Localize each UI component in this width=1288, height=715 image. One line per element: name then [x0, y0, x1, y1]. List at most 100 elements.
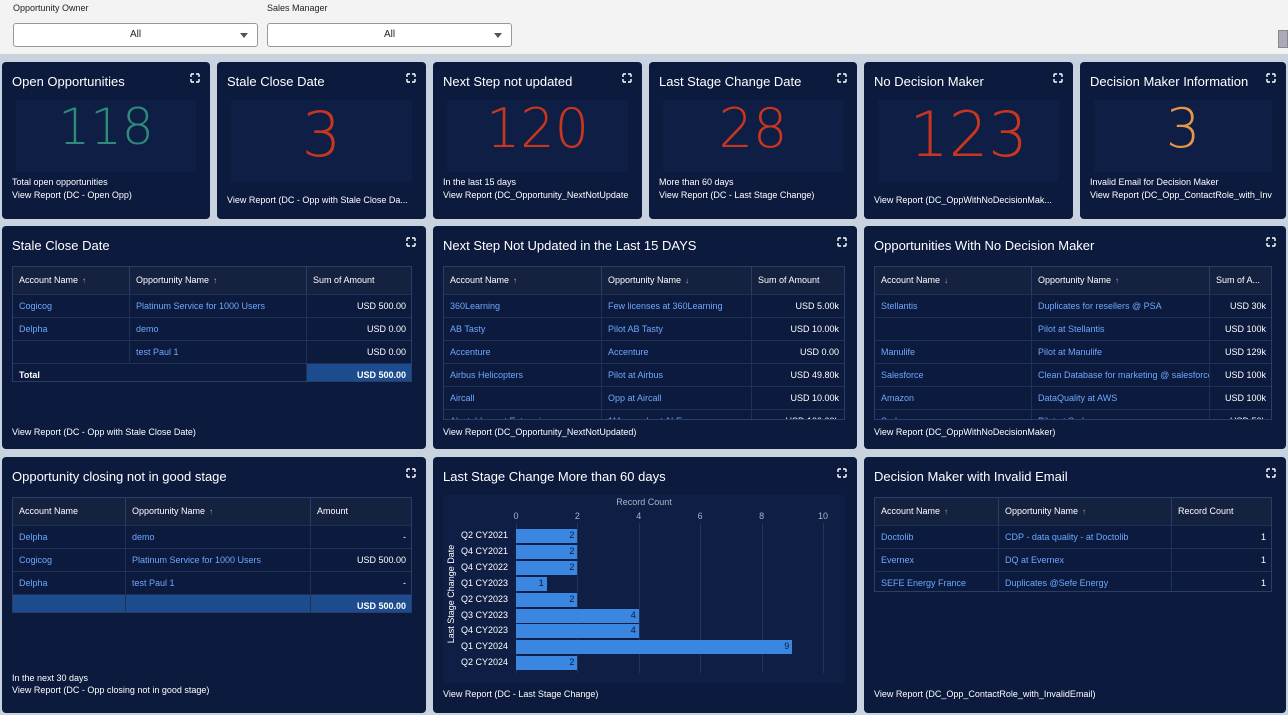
opportunity-owner-select[interactable]: All	[13, 23, 258, 47]
table-cell[interactable]: Duplicates for resellers @ PSA	[1032, 295, 1210, 317]
col-sum-amount[interactable]: Sum of Amount	[307, 267, 411, 294]
table-cell[interactable]: Pilot at Manulife	[1032, 341, 1210, 363]
kpi-subtitle: Invalid Email for Decision Maker	[1090, 177, 1219, 187]
expand-icon[interactable]	[1266, 468, 1276, 478]
stale-close-date-card: Stale Close Date Account Name ↑ Opportuni…	[2, 226, 426, 449]
bar-value-label: 9	[784, 641, 790, 652]
view-report-link[interactable]: View Report (DC - Opp closing not in goo…	[12, 685, 210, 695]
col-account-name[interactable]: Account Name	[13, 498, 126, 525]
table-cell[interactable]: Evernex	[875, 549, 999, 571]
col-account-name[interactable]: Account Name ↑	[875, 498, 999, 525]
col-account-name[interactable]: Account Name ↑	[13, 267, 130, 294]
expand-icon[interactable]	[1266, 73, 1276, 83]
sales-manager-select[interactable]: All	[267, 23, 512, 47]
view-report-link[interactable]: View Report (DC_OppWithNoDecisionMaker)	[874, 427, 1056, 437]
col-opportunity-name[interactable]: Opportunity Name ↑	[126, 498, 311, 525]
view-report-link[interactable]: View Report (DC - Last Stage Change)	[659, 190, 815, 200]
table-cell[interactable]: test Paul 1	[130, 341, 307, 363]
view-report-link[interactable]: View Report (DC - Opp with Stale Close D…	[12, 427, 196, 437]
kpi-title: Next Step not updated	[443, 74, 573, 89]
col-opportunity-name[interactable]: Opportunity Name ↑	[130, 267, 307, 294]
expand-icon[interactable]	[406, 468, 416, 478]
expand-icon[interactable]	[837, 73, 847, 83]
view-report-link[interactable]: View Report (DC_Opportunity_NextNotUpdat…	[443, 190, 629, 200]
col-opportunity-name[interactable]: Opportunity Name ↓	[602, 267, 752, 294]
col-record-count[interactable]: Record Count	[1172, 498, 1271, 525]
expand-icon[interactable]	[406, 73, 416, 83]
table-cell[interactable]: AB Tasty	[444, 318, 602, 340]
view-report-link[interactable]: View Report (DC - Opp with Stale Close D…	[227, 195, 408, 205]
table-cell[interactable]: Pilot at Stellantis	[1032, 318, 1210, 340]
bar[interactable]: 2	[516, 656, 578, 671]
col-account-name[interactable]: Account Name ↓	[875, 267, 1032, 294]
table-cell[interactable]: DQ at Evernex	[999, 549, 1172, 571]
table-cell[interactable]: Doctolib	[875, 526, 999, 548]
table-cell[interactable]: Accenture	[444, 341, 602, 363]
expand-icon[interactable]	[190, 73, 200, 83]
table-cell[interactable]: Cogicog	[13, 295, 130, 317]
table-cell[interactable]: Clean Database for marketing @ salesforc…	[1032, 364, 1210, 386]
col-sum-amount[interactable]: Sum of Amount	[752, 267, 844, 294]
table-cell[interactable]	[13, 341, 130, 363]
table-cell[interactable]: Amazon	[875, 387, 1032, 409]
table-cell[interactable]	[875, 318, 1032, 340]
bar[interactable]: 4	[516, 624, 639, 639]
table-cell[interactable]: Delpha	[13, 572, 126, 594]
view-report-link[interactable]: View Report (DC - Open Opp)	[12, 190, 132, 200]
table-cell[interactable]: CDP - data quality - at Doctolib	[999, 526, 1172, 548]
table-cell[interactable]: demo	[126, 526, 311, 548]
bar[interactable]: 2	[516, 592, 578, 607]
table-cell[interactable]: Opp at Aircall	[602, 387, 752, 409]
table-cell[interactable]: Manulife	[875, 341, 1032, 363]
table-cell[interactable]: Alcatel-Lucent Enterprise	[444, 410, 602, 419]
table-cell[interactable]: Stellantis	[875, 295, 1032, 317]
scrollbar[interactable]	[1278, 30, 1288, 48]
table-cell[interactable]: Few licenses at 360Learning	[602, 295, 752, 317]
table-cell[interactable]: Delpha	[13, 526, 126, 548]
table-cell[interactable]: 360Learning	[444, 295, 602, 317]
expand-icon[interactable]	[1053, 73, 1063, 83]
bar[interactable]: 2	[516, 544, 578, 559]
bar[interactable]: 2	[516, 560, 578, 575]
view-report-link[interactable]: View Report (DC_OppWithNoDecisionMak...	[874, 195, 1052, 205]
bar[interactable]: 9	[516, 640, 793, 655]
view-report-link[interactable]: View Report (DC - Last Stage Change)	[443, 689, 599, 699]
table-cell[interactable]: DataQuality at AWS	[1032, 387, 1210, 409]
table-cell[interactable]: Salesforce	[875, 364, 1032, 386]
col-opportunity-name[interactable]: Opportunity Name ↑	[999, 498, 1172, 525]
expand-icon[interactable]	[837, 237, 847, 247]
table-cell[interactable]: Airbus Helicopters	[444, 364, 602, 386]
col-opportunity-name[interactable]: Opportunity Name ↑	[1032, 267, 1210, 294]
table-cell[interactable]: Sodexo	[875, 410, 1032, 419]
expand-icon[interactable]	[837, 468, 847, 478]
bar[interactable]: 4	[516, 608, 639, 623]
table-cell[interactable]: Cogicog	[13, 549, 126, 571]
table-cell: USD 500.00	[311, 549, 411, 571]
table-cell[interactable]: demo	[130, 318, 307, 340]
table-cell[interactable]: Duplicates @Sefe Energy	[999, 572, 1172, 591]
view-report-link[interactable]: View Report (DC_Opp_ContactRole_with_Inv…	[874, 689, 1096, 699]
table-cell[interactable]: Aircall	[444, 387, 602, 409]
expand-icon[interactable]	[406, 237, 416, 247]
view-report-link[interactable]: View Report (DC_Opp_ContactRole_with_Inv	[1090, 190, 1272, 200]
next-step-card: Next Step Not Updated in the Last 15 DAY…	[433, 226, 857, 449]
table-cell[interactable]: Accenture	[602, 341, 752, 363]
table-cell[interactable]: Platinum Service for 1000 Users	[126, 549, 311, 571]
table-cell[interactable]: Pilot at Airbus	[602, 364, 752, 386]
expand-icon[interactable]	[622, 73, 632, 83]
bar[interactable]: 1	[516, 576, 547, 591]
invalid-email-table: Account Name ↑ Opportunity Name ↑ Record C…	[874, 497, 1272, 592]
col-amount[interactable]: Amount	[311, 498, 411, 525]
expand-icon[interactable]	[1266, 237, 1276, 247]
table-cell[interactable]: Pilot at Sodexo	[1032, 410, 1210, 419]
view-report-link[interactable]: View Report (DC_Opportunity_NextNotUpdat…	[443, 427, 637, 437]
bar[interactable]: 2	[516, 529, 578, 543]
table-cell[interactable]: 1M records at ALE	[602, 410, 752, 419]
table-cell[interactable]: Platinum Service for 1000 Users	[130, 295, 307, 317]
table-cell[interactable]: Delpha	[13, 318, 130, 340]
col-sum-amount[interactable]: Sum of A...	[1210, 267, 1271, 294]
table-cell[interactable]: SEFE Energy France	[875, 572, 999, 591]
col-account-name[interactable]: Account Name ↑	[444, 267, 602, 294]
table-cell[interactable]: Pilot AB Tasty	[602, 318, 752, 340]
table-cell[interactable]: test Paul 1	[126, 572, 311, 594]
